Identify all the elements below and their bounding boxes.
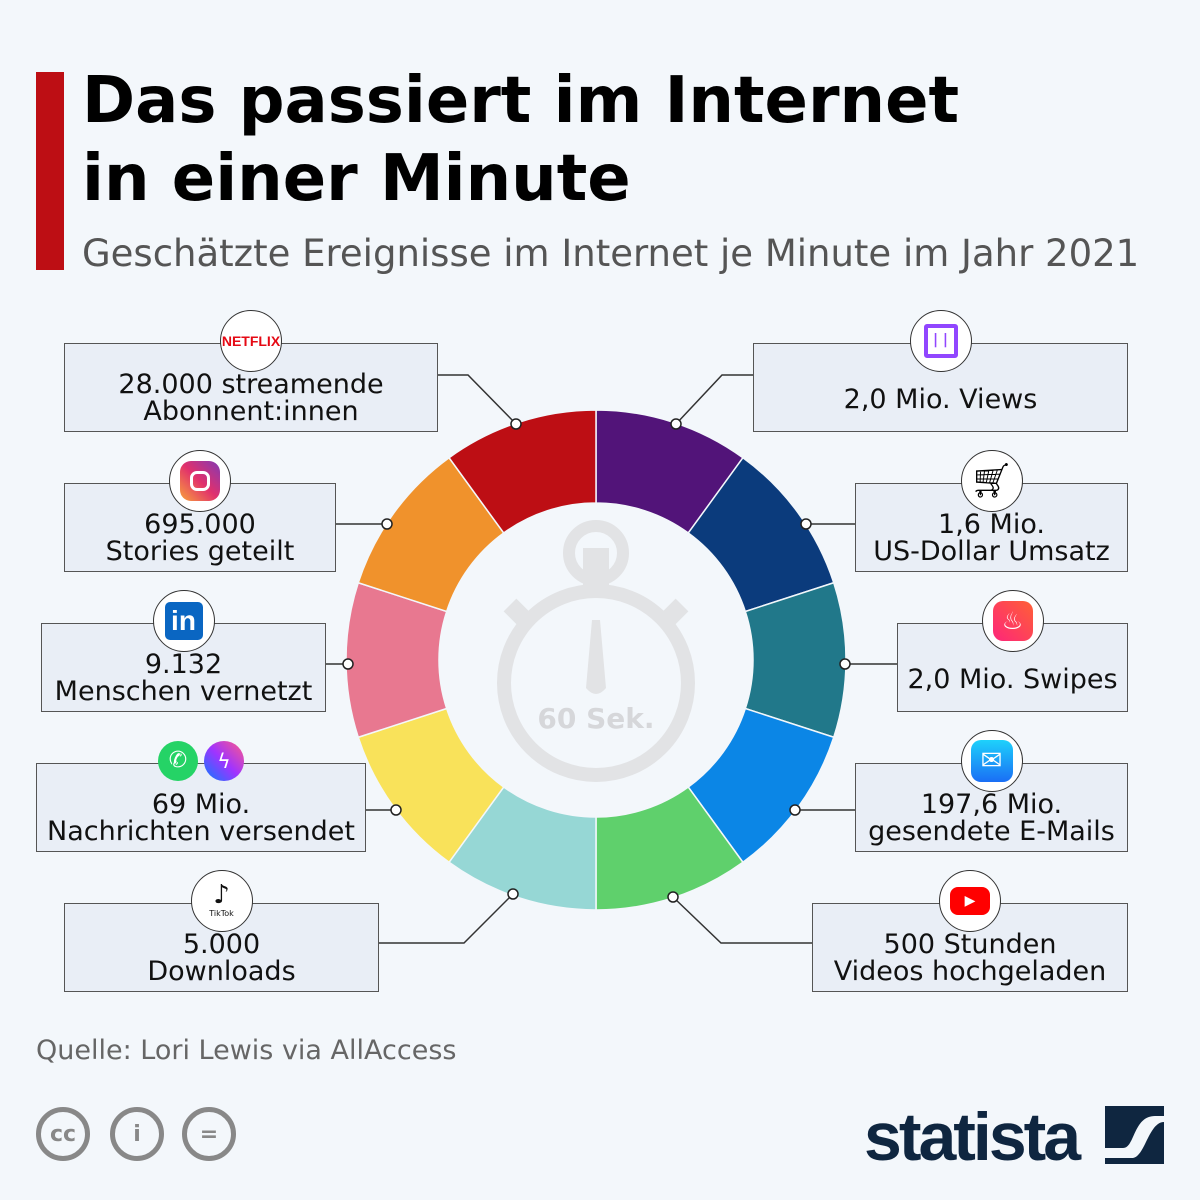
connector-dot — [507, 888, 519, 900]
stat-value: 69 Mio. — [151, 789, 251, 820]
youtube-icon: ▶ — [939, 870, 1001, 932]
connector-dot — [670, 418, 682, 430]
connector-line — [672, 896, 812, 944]
source-note: Quelle: Lori Lewis via AllAccess — [36, 1035, 457, 1066]
stat-label: US-Dollar Umsatz — [873, 536, 1110, 567]
stat-box-whatsapp-messenger: 69 Mio. Nachrichten versendet — [36, 763, 366, 852]
stat-label: Downloads — [147, 956, 296, 987]
connector-dot — [667, 891, 679, 903]
statista-logo[interactable]: statista — [864, 1099, 1081, 1175]
stat-label: Abonnent:innen — [143, 396, 359, 427]
twitch-icon: | | — [909, 310, 972, 372]
connector-line — [378, 893, 514, 944]
attribution-icon: i — [110, 1107, 164, 1161]
stat-label: Videos hochgeladen — [833, 956, 1107, 987]
connector-dot — [510, 418, 522, 430]
stat-value: 28.000 streamende — [118, 369, 384, 400]
stat-value: 197,6 Mio. — [920, 789, 1063, 820]
netflix-icon: NETFLIX — [220, 310, 282, 372]
mail-icon: ✉ — [960, 730, 1023, 792]
stat-value: 5.000 — [182, 929, 261, 960]
stat-label: Nachrichten versendet — [47, 816, 355, 847]
page-title: Das passiert im Internet in einer Minute — [82, 62, 959, 218]
stopwatch-icon — [497, 520, 695, 782]
cc-icon: cc — [36, 1107, 90, 1161]
tiktok-icon: ♪ TikTok — [190, 870, 253, 932]
stat-value: 2,0 Mio. Swipes — [907, 664, 1118, 695]
connector-line — [437, 374, 517, 425]
connector-dot — [342, 658, 354, 670]
stat-value: 500 Stunden — [883, 929, 1057, 960]
stat-box-instagram: 695.000 Stories geteilt — [64, 483, 336, 572]
stat-label: Stories geteilt — [105, 536, 295, 567]
stat-value: 695.000 — [144, 509, 256, 540]
connector-dot — [390, 804, 402, 816]
stat-box-netflix: 28.000 streamende Abonnent:innen — [64, 343, 438, 432]
connector-line — [675, 374, 753, 425]
whatsapp-messenger-icon: ✆ ϟ — [145, 730, 257, 792]
linkedin-icon: in — [152, 590, 215, 652]
shopping-cart-icon: 🛒︎ — [960, 450, 1023, 512]
connector-dot — [789, 804, 801, 816]
stat-value: 1,6 Mio. — [938, 509, 1045, 540]
accent-bar — [36, 72, 64, 270]
stat-value: 2,0 Mio. Views — [843, 384, 1038, 415]
title-line-1: Das passiert im Internet — [82, 64, 960, 138]
title-line-2: in einer Minute — [82, 142, 631, 216]
connector-dot — [839, 658, 851, 670]
donut-segment — [448, 409, 597, 535]
instagram-icon — [169, 450, 231, 512]
stat-box-tinder: 2,0 Mio. Swipes — [897, 623, 1128, 712]
no-derivatives-icon: = — [182, 1107, 236, 1161]
connector-dot — [381, 518, 393, 530]
connector-dot — [800, 518, 812, 530]
stat-label: gesendete E-Mails — [868, 816, 1115, 847]
center-label: 60 Sek. — [537, 702, 654, 735]
stat-label: Menschen vernetzt — [54, 676, 313, 707]
stat-value: 9.132 — [144, 649, 223, 680]
stat-box-e-mail: 197,6 Mio. gesendete E-Mails — [855, 763, 1128, 852]
subtitle: Geschätzte Ereignisse im Internet je Min… — [82, 232, 1140, 275]
tinder-icon: ♨ — [981, 590, 1044, 652]
statista-logo-mark — [1105, 1106, 1164, 1164]
